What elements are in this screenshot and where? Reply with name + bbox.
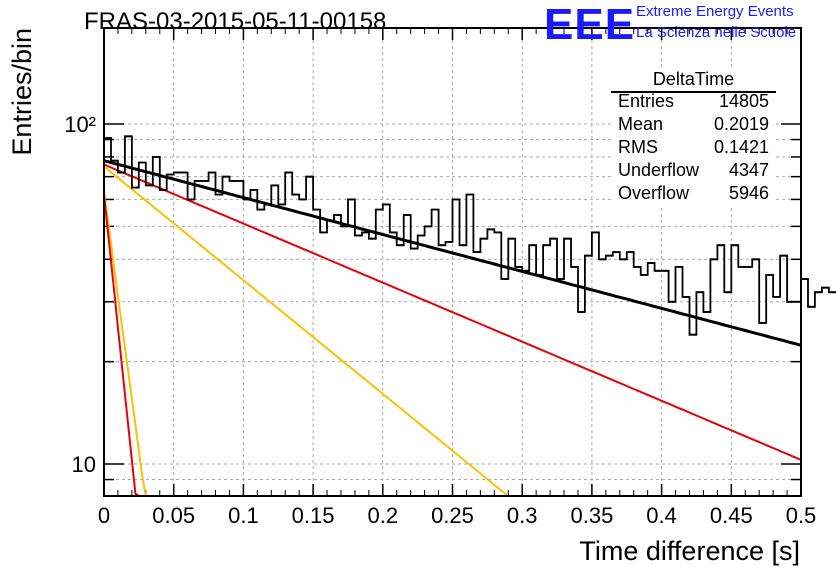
x-tick-label: 0 <box>98 503 110 528</box>
stats-key: Mean <box>618 114 664 134</box>
fits-layer <box>103 159 802 498</box>
stats-title: DeltaTime <box>652 69 735 89</box>
x-tick-label: 0.5 <box>786 503 817 528</box>
plot-frame <box>103 27 802 497</box>
stats-box: DeltaTime Entries 14805 Mean 0.2019 RMS … <box>611 69 776 208</box>
stats-row-rms: RMS 0.1421 <box>618 137 769 159</box>
labels-layer: 0 0.05 0.1 0.15 0.2 0.25 0.3 0.35 0.4 0.45 0.5 10 10… <box>64 112 816 528</box>
stats-row-entries: Entries 14805 <box>618 91 769 113</box>
x-tick-label: 0.05 <box>152 503 195 528</box>
stats-key: RMS <box>618 137 658 157</box>
histogram-layer <box>104 135 836 336</box>
stats-value: 14805 <box>718 91 769 111</box>
x-tick-label: 0.1 <box>228 503 259 528</box>
x-tick-label: 0.45 <box>710 503 753 528</box>
x-tick-label: 0.15 <box>292 503 335 528</box>
eee-logo: EEE <box>544 0 636 49</box>
logo-subtitle-1: Extreme Energy Events <box>636 3 794 20</box>
stats-value: 0.1421 <box>713 137 769 157</box>
black-fit-line <box>103 159 802 347</box>
x-tick-label: 0.3 <box>507 503 538 528</box>
stats-value: 5946 <box>728 183 769 203</box>
logo-subtitle-2: La Scienza nelle Scuole <box>636 24 797 41</box>
x-axis-label: Time difference [s] <box>579 536 800 566</box>
yellow-fit-line <box>103 165 512 498</box>
yellow-fit-line <box>103 192 147 497</box>
red-fit-line <box>103 163 802 461</box>
stats-row-underflow: Underflow 4347 <box>618 160 769 182</box>
x-tick-label: 0.4 <box>646 503 677 528</box>
y-axis-label: Entries/bin <box>7 28 37 156</box>
stats-divider <box>611 91 776 93</box>
y-tick-label: 10² <box>64 112 96 137</box>
stats-key: Underflow <box>618 160 700 180</box>
stats-row-mean: Mean 0.2019 <box>618 114 769 136</box>
stats-key: Overflow <box>618 183 690 203</box>
x-tick-label: 0.2 <box>368 503 399 528</box>
y-tick-label: 10 <box>72 452 96 477</box>
x-tick-label: 0.35 <box>570 503 613 528</box>
chart-title: FRAS-03-2015-05-11-00158 <box>84 8 387 35</box>
stats-value: 4347 <box>728 160 769 180</box>
stats-row-overflow: Overflow 5946 <box>618 183 769 205</box>
red-fit-line <box>103 194 140 497</box>
stats-key: Entries <box>618 91 675 111</box>
stats-value: 0.2019 <box>713 114 769 134</box>
x-tick-label: 0.25 <box>431 503 474 528</box>
